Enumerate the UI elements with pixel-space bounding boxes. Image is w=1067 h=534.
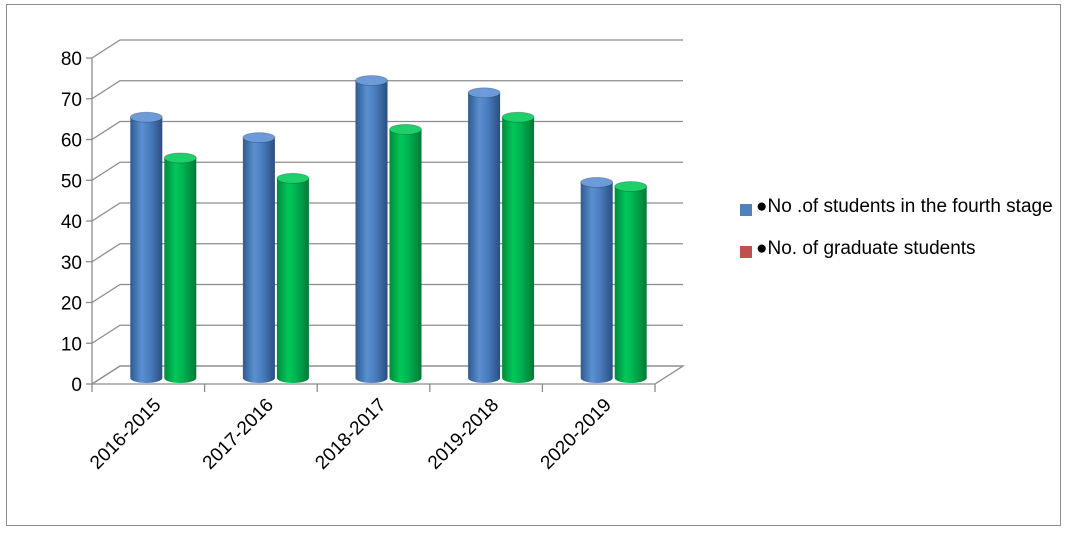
bar-body (389, 129, 422, 383)
y-tick-label: 0 (71, 375, 82, 396)
bar (355, 75, 388, 384)
bar-top (501, 111, 535, 123)
gridline (91, 39, 683, 59)
x-tick-label: 2017-2016 (199, 395, 278, 474)
y-tick-label: 50 (61, 171, 82, 192)
y-axis: 0 10 20 30 40 50 60 70 80 (61, 49, 92, 396)
bar-body (468, 92, 501, 383)
x-tick-label: 2016-2015 (86, 395, 165, 474)
y-tick-label: 60 (61, 131, 82, 152)
x-tick-label: 2019-2018 (424, 395, 503, 474)
y-tick-label: 40 (61, 212, 82, 233)
gridline (91, 80, 683, 100)
bar-body (614, 186, 647, 383)
legend-label: ●No .of students in the fourth stage (756, 196, 1053, 217)
y-tick-label: 20 (61, 294, 82, 315)
bar-body (164, 157, 197, 383)
bars (129, 75, 648, 384)
bar-top (389, 124, 422, 135)
bar (614, 181, 648, 383)
bar (242, 132, 276, 383)
bar-top (129, 111, 163, 123)
bar-top (467, 87, 501, 99)
y-tick-label: 30 (61, 253, 82, 274)
legend: ●No .of students in the fourth stage ●No… (740, 196, 1060, 282)
bar-body (502, 117, 535, 383)
bar-body (355, 80, 388, 384)
bar-top (355, 75, 388, 86)
y-tick-label: 70 (61, 90, 82, 111)
legend-item-graduates: ●No. of graduate students (740, 238, 1060, 264)
bar (129, 111, 163, 383)
bar-body (130, 117, 163, 383)
bar-body (242, 137, 275, 383)
legend-label: ●No. of graduate students (756, 238, 976, 259)
bar (163, 152, 197, 383)
bar-top (242, 132, 276, 143)
bar-body (276, 178, 309, 383)
bar (501, 111, 535, 383)
bar (276, 172, 310, 383)
y-tick-label: 80 (61, 49, 82, 70)
bar-top (163, 152, 197, 164)
bar-top (614, 181, 648, 192)
legend-item-fourth-stage: ●No .of students in the fourth stage (740, 196, 1060, 222)
bar (389, 124, 422, 383)
x-axis: 2016-2015 2017-2016 2018-2017 2019-2018 2020… (86, 384, 656, 474)
x-tick-label: 2020-2019 (537, 395, 616, 474)
y-tick-label: 10 (61, 334, 82, 355)
legend-swatch-red (740, 246, 752, 258)
bar-top (276, 172, 310, 184)
bar-body (580, 182, 613, 383)
legend-swatch-blue (740, 204, 752, 216)
x-tick-label: 2018-2017 (311, 395, 390, 474)
bar-top (580, 176, 614, 188)
bar (467, 87, 501, 383)
bar (580, 176, 614, 383)
